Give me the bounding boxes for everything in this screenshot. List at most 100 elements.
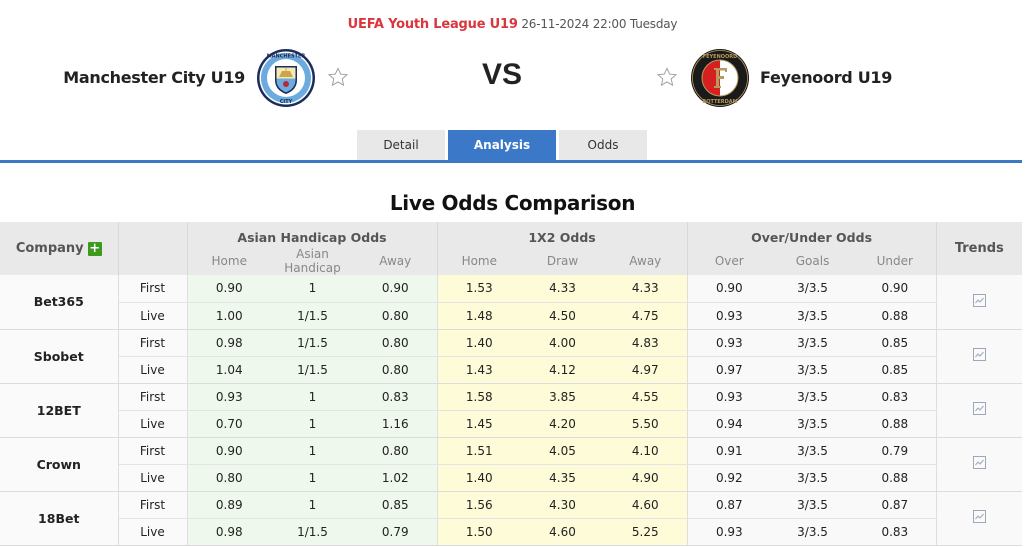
odds-type: Live <box>118 464 188 492</box>
favorite-star-icon[interactable] <box>327 66 349 88</box>
table-row-first: Crown First 0.90 1 0.80 1.51 4.05 4.10 0… <box>0 437 1023 492</box>
ou-goals-header: Goals <box>771 247 855 275</box>
ah-home-odds: 0.98 <box>187 329 271 357</box>
ah-home-odds: 0.80 <box>187 464 271 492</box>
ah-handicap: 1 <box>271 410 354 438</box>
home-team-name[interactable]: Manchester City U19 <box>63 68 245 87</box>
odds-type: Live <box>118 302 188 330</box>
ah-away-header: Away <box>354 247 438 275</box>
x12-draw-odds: 4.20 <box>521 410 605 438</box>
table-row-first: 12BET First 0.93 1 0.83 1.58 3.85 4.55 0… <box>0 383 1023 438</box>
ah-home-odds: 0.93 <box>187 383 271 411</box>
x12-home-odds: 1.58 <box>437 383 522 411</box>
ah-handicap-header: Asian Handicap <box>271 247 354 275</box>
table-row-live: Live 0.80 1 1.02 1.40 4.35 4.90 0.92 3/3… <box>0 464 1022 492</box>
x12-away-header: Away <box>604 247 688 275</box>
ah-away-odds: 1.02 <box>354 464 438 492</box>
ou-under-odds: 0.79 <box>854 437 937 465</box>
x12-draw-odds: 4.05 <box>521 437 605 465</box>
ah-handicap: 1/1.5 <box>271 329 354 357</box>
x12-away-odds: 4.55 <box>604 383 688 411</box>
ah-home-odds: 1.04 <box>187 356 271 384</box>
x12-away-odds: 5.25 <box>604 518 688 546</box>
company-header-label: Company <box>15 241 84 256</box>
ou-goals: 3/3.5 <box>771 437 855 465</box>
x12-draw-odds: 4.50 <box>521 302 605 330</box>
x12-draw-odds: 4.12 <box>521 356 605 384</box>
ah-handicap: 1/1.5 <box>271 302 354 330</box>
x12-away-odds: 4.75 <box>604 302 688 330</box>
x12-draw-header: Draw <box>521 247 605 275</box>
ou-over-odds: 0.87 <box>687 491 772 519</box>
x12-draw-odds: 4.30 <box>521 491 605 519</box>
ou-over-odds: 0.94 <box>687 410 772 438</box>
trend-chart-icon[interactable] <box>972 456 986 469</box>
table-row-live: Live 1.04 1/1.5 0.80 1.43 4.12 4.97 0.97… <box>0 356 1022 384</box>
ah-home-odds: 0.98 <box>187 518 271 546</box>
trend-chart-icon[interactable] <box>972 510 986 523</box>
trends-cell <box>936 383 1023 438</box>
ah-handicap: 1 <box>271 437 354 465</box>
ou-goals: 3/3.5 <box>771 464 855 492</box>
x12-away-odds: 4.60 <box>604 491 688 519</box>
odds-type: Live <box>118 356 188 384</box>
x12-away-odds: 4.83 <box>604 329 688 357</box>
ah-home-odds: 1.00 <box>187 302 271 330</box>
tab-analysis[interactable]: Analysis <box>448 130 556 160</box>
favorite-star-icon[interactable] <box>656 66 678 88</box>
ou-under-odds: 0.83 <box>854 518 937 546</box>
x12-home-odds: 1.40 <box>437 464 522 492</box>
ah-handicap: 1 <box>271 491 354 519</box>
tab-bar: Detail Analysis Odds <box>357 130 647 160</box>
odds-comparison-table: Company + Asian Handicap Odds 1X2 Odds Ov… <box>0 222 1023 546</box>
trends-cell <box>936 275 1023 330</box>
x12-home-odds: 1.53 <box>437 275 522 303</box>
over-under-header: Over/Under Odds <box>687 222 937 247</box>
odds-type: First <box>118 383 188 411</box>
company-name[interactable]: Sbobet <box>0 329 119 384</box>
ah-away-odds: 1.16 <box>354 410 438 438</box>
ou-under-odds: 0.88 <box>854 302 937 330</box>
x12-draw-odds: 4.35 <box>521 464 605 492</box>
add-company-plus-icon[interactable]: + <box>87 240 102 256</box>
company-name[interactable]: 18Bet <box>0 491 119 546</box>
ah-home-odds: 0.90 <box>187 437 271 465</box>
ou-under-odds: 0.85 <box>854 356 937 384</box>
table-row-first: Bet365 First 0.90 1 0.90 1.53 4.33 4.33 … <box>0 275 1023 330</box>
ou-goals: 3/3.5 <box>771 329 855 357</box>
ah-away-odds: 0.80 <box>354 356 438 384</box>
feyenoord-crest-icon[interactable]: FEYENOORD ROTTERDAM <box>690 48 750 108</box>
trend-chart-icon[interactable] <box>972 293 986 307</box>
ou-goals: 3/3.5 <box>771 383 855 411</box>
ah-away-odds: 0.83 <box>354 383 438 411</box>
x12-home-odds: 1.50 <box>437 518 522 546</box>
trends-cell <box>936 491 1023 546</box>
trend-chart-icon[interactable] <box>972 402 986 415</box>
trends-header: Trends <box>936 222 1023 275</box>
svg-text:MANCHESTER: MANCHESTER <box>267 54 306 60</box>
league-name[interactable]: UEFA Youth League U19 <box>347 17 518 32</box>
table-row-live: Live 0.98 1/1.5 0.79 1.50 4.60 5.25 0.93… <box>0 518 1022 546</box>
ou-goals: 3/3.5 <box>771 518 855 546</box>
ou-over-odds: 0.92 <box>687 464 772 492</box>
x12-draw-odds: 4.60 <box>521 518 605 546</box>
tab-odds[interactable]: Odds <box>559 130 647 160</box>
x12-home-odds: 1.40 <box>437 329 522 357</box>
company-name[interactable]: Bet365 <box>0 275 119 330</box>
ah-away-odds: 0.90 <box>354 275 438 303</box>
asian-handicap-header: Asian Handicap Odds <box>187 222 438 247</box>
company-name[interactable]: 12BET <box>0 383 119 438</box>
away-team-name[interactable]: Feyenoord U19 <box>760 68 893 87</box>
trend-chart-icon[interactable] <box>972 348 986 361</box>
trends-cell <box>936 437 1023 492</box>
ou-goals: 3/3.5 <box>771 302 855 330</box>
tab-detail[interactable]: Detail <box>357 130 445 160</box>
x12-header: 1X2 Odds <box>437 222 688 247</box>
x12-home-odds: 1.48 <box>437 302 522 330</box>
company-name[interactable]: Crown <box>0 437 119 492</box>
section-title: Live Odds Comparison <box>389 191 636 215</box>
ah-handicap: 1/1.5 <box>271 518 354 546</box>
manchester-city-crest-icon[interactable]: MANCHESTER CITY <box>256 48 316 108</box>
svg-text:ROTTERDAM: ROTTERDAM <box>702 99 737 105</box>
ou-over-odds: 0.93 <box>687 518 772 546</box>
